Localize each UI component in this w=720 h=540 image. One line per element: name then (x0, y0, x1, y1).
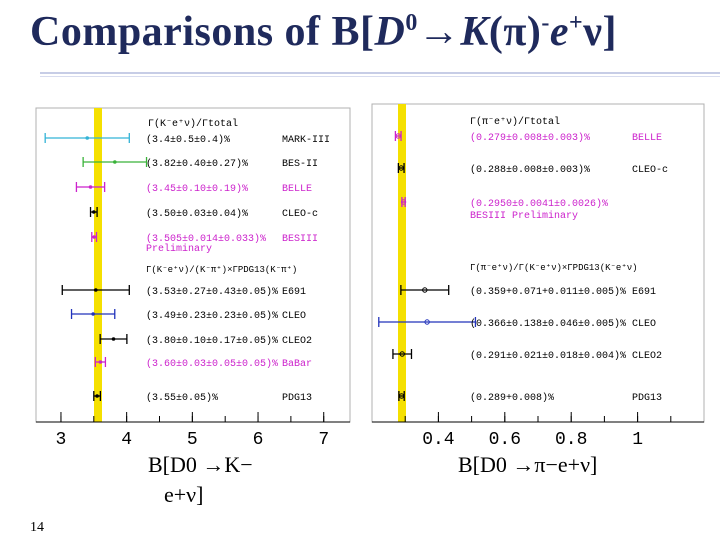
left-data-point (85, 136, 90, 140)
left-experiment-label: CLEO2 (282, 336, 312, 347)
left-experiment-label: BES-II (282, 159, 318, 170)
left-value-label: (3.45±0.10±0.19)% (146, 183, 248, 195)
left-data-point (88, 185, 93, 189)
title-text: Comparisons of B[ (30, 9, 375, 55)
left-data-point (113, 160, 117, 164)
left-tick-label: 7 (318, 430, 329, 450)
left-value-label: (3.82±0.40±0.27)% (146, 158, 248, 170)
title-d-sup: 0 (405, 10, 418, 36)
left-header-1: Γ(K⁻e⁺ν)/Γtotal (148, 118, 238, 130)
left-experiment-label: MARK-III (282, 135, 330, 146)
left-experiment-label: CLEO-c (282, 209, 318, 220)
left-caption-2: e+ν] (164, 482, 204, 507)
left-tick-label: 4 (121, 430, 132, 450)
left-data-point (92, 210, 96, 214)
left-header-2: Γ(K⁻e⁺ν)/(K⁻π⁺)×ΓPDG13(K⁻π⁺) (146, 265, 297, 275)
title-d: D (374, 9, 406, 55)
left-value-label: (3.50±0.03±0.04)% (146, 208, 248, 220)
left-experiment-label: PDG13 (282, 393, 312, 404)
title-rule-thin (40, 76, 720, 77)
left-experiment-label: BELLE (282, 184, 312, 195)
title-rule (40, 72, 720, 74)
left-data-point (93, 288, 98, 292)
left-data-point (91, 312, 95, 316)
title-plus: + (569, 10, 584, 36)
left-tick-label: 3 (56, 430, 67, 450)
left-tick-label: 5 (187, 430, 198, 450)
left-experiment-label: BESIII (282, 234, 318, 245)
left-experiment-label: E691 (282, 287, 306, 298)
left-experiment-label: CLEO (282, 311, 306, 322)
left-data-point (111, 337, 116, 341)
left-experiment-label: BaBar (282, 359, 312, 370)
left-value-label: (3.55±0.05)% (146, 392, 218, 404)
title-nu: ν (583, 9, 603, 55)
left-value-label: (3.53±0.27±0.43±0.05)% (146, 286, 278, 298)
left-sub-label: Preliminary (146, 243, 212, 255)
title-k: K (460, 9, 489, 55)
left-data-point (92, 235, 96, 239)
title-minus: - (541, 10, 550, 36)
page-number: 14 (30, 520, 44, 535)
left-value-label: (3.80±0.10±0.17±0.05)% (146, 335, 278, 347)
left-value-label: (3.4±0.5±0.4)% (146, 134, 230, 146)
slide-title: Comparisons of B[D0→K(π)-e+ν] (30, 8, 617, 56)
left-tick-label: 6 (253, 430, 264, 450)
left-caption-1: B[D0 →K− (148, 452, 253, 477)
title-e: e (549, 9, 570, 55)
title-end: ] (602, 9, 617, 55)
right-caption: B[D0 →π−e+ν] (458, 452, 598, 477)
left-value-label: (3.505±0.014±0.033)% (146, 233, 266, 245)
title-arrow: → (417, 9, 461, 55)
left-data-point (98, 360, 103, 364)
title-pi: (π) (488, 9, 542, 55)
left-value-label: (3.60±0.03±0.05±0.05)% (146, 358, 278, 370)
left-pdg-band (94, 108, 102, 422)
left-data-point (95, 394, 99, 398)
left-value-label: (3.49±0.23±0.23±0.05)% (146, 310, 278, 322)
